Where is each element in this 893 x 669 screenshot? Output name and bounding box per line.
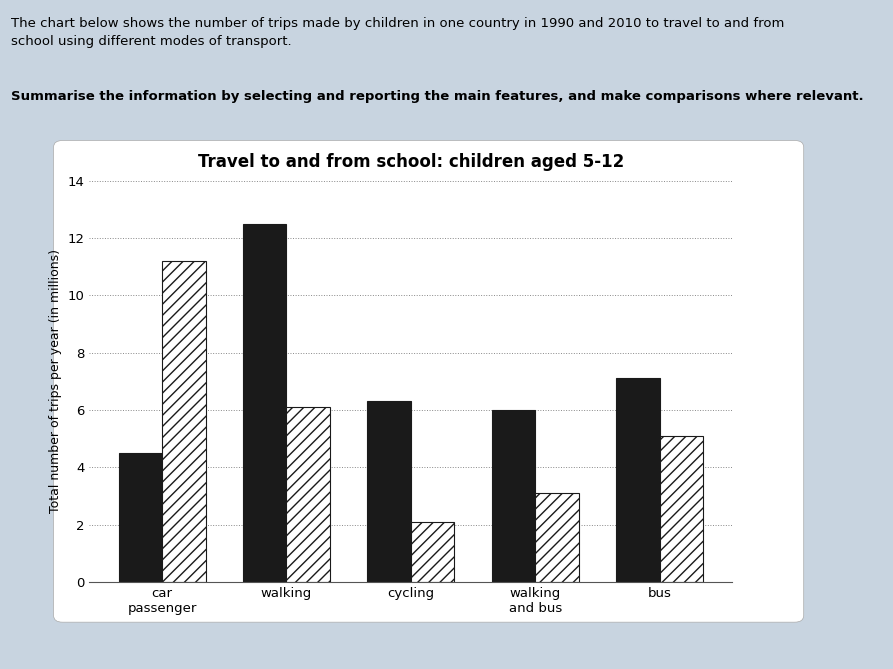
Bar [411, 522, 455, 582]
Bar [535, 493, 579, 582]
Text: Summarise the information by selecting and reporting the main features, and make: Summarise the information by selecting a… [11, 90, 864, 103]
Bar [492, 410, 535, 582]
Bar [287, 407, 330, 582]
Bar [660, 436, 703, 582]
Bar [243, 223, 287, 582]
Bar [119, 453, 162, 582]
Title: Travel to and from school: children aged 5-12: Travel to and from school: children aged… [197, 153, 624, 171]
Bar [162, 261, 205, 582]
Text: The chart below shows the number of trips made by children in one country in 199: The chart below shows the number of trip… [11, 17, 784, 47]
Y-axis label: Total number of trips per year (in millions): Total number of trips per year (in milli… [49, 250, 62, 513]
Bar [367, 401, 411, 582]
Bar [616, 379, 660, 582]
